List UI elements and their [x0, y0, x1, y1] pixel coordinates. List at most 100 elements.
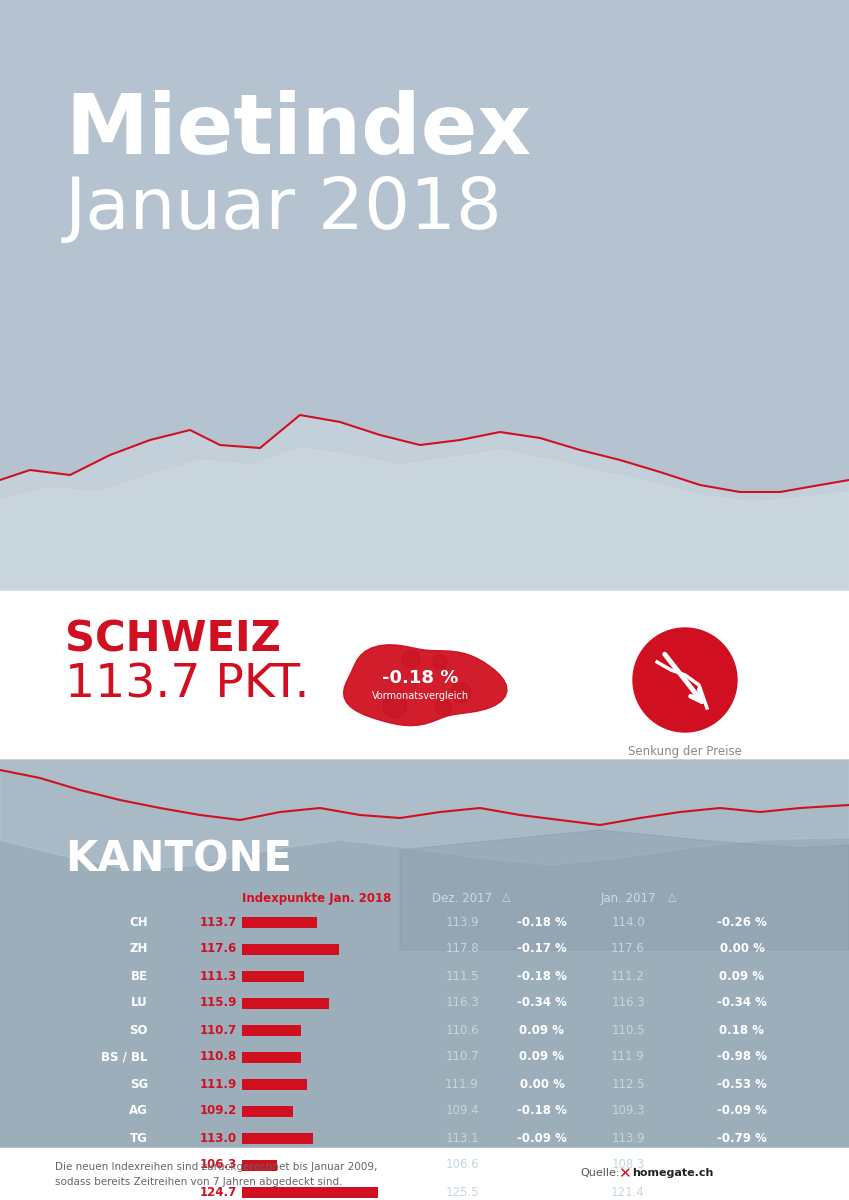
Text: 113.9: 113.9 — [611, 1132, 644, 1145]
Text: Jan. 2017: Jan. 2017 — [600, 892, 655, 905]
Text: 106.6: 106.6 — [445, 1158, 479, 1171]
Polygon shape — [383, 694, 407, 718]
Text: Januar 2018: Januar 2018 — [65, 175, 503, 244]
Text: 108.3: 108.3 — [611, 1158, 644, 1171]
Text: -0.26 %: -0.26 % — [717, 916, 767, 929]
Text: Indexpunkte Jan. 2018: Indexpunkte Jan. 2018 — [242, 892, 391, 905]
Text: CH: CH — [129, 916, 148, 929]
Text: -0.79 %: -0.79 % — [717, 1132, 767, 1145]
Text: SG: SG — [130, 1078, 148, 1091]
Text: -0.18 %: -0.18 % — [517, 1104, 567, 1117]
Text: 114.0: 114.0 — [611, 916, 644, 929]
Bar — [242, 971, 304, 982]
Text: 110.5: 110.5 — [611, 1024, 644, 1037]
Text: 113.7 PKT.: 113.7 PKT. — [65, 662, 310, 707]
Polygon shape — [436, 700, 451, 715]
Text: Die neuen Indexreihen sind zurückgerechnet bis Januar 2009,
sodass bereits Zeitr: Die neuen Indexreihen sind zurückgerechn… — [55, 1162, 377, 1187]
Polygon shape — [0, 760, 849, 826]
Text: 117.6: 117.6 — [611, 942, 645, 955]
Text: -0.18 %: -0.18 % — [517, 970, 567, 983]
Text: Mietindex: Mietindex — [65, 90, 531, 170]
Text: -0.53 %: -0.53 % — [717, 1078, 767, 1091]
Text: -0.98 %: -0.98 % — [717, 1050, 767, 1063]
Text: △: △ — [502, 892, 510, 902]
Text: Dez. 2017: Dez. 2017 — [432, 892, 492, 905]
Text: 109.2: 109.2 — [200, 1104, 237, 1117]
Text: TI: TI — [136, 1158, 148, 1171]
Text: KANTONE: KANTONE — [65, 838, 292, 880]
Polygon shape — [451, 683, 471, 703]
Text: BS / BL: BS / BL — [102, 1050, 148, 1063]
Polygon shape — [0, 415, 849, 590]
Text: 111.2: 111.2 — [611, 970, 645, 983]
Text: GE / VD: GE / VD — [98, 1186, 148, 1199]
Polygon shape — [433, 655, 447, 668]
Text: 117.6: 117.6 — [200, 942, 237, 955]
Bar — [242, 943, 339, 954]
Polygon shape — [402, 650, 420, 668]
Text: 2.72 %: 2.72 % — [720, 1186, 764, 1199]
Text: 110.6: 110.6 — [445, 1024, 479, 1037]
Text: 124.7: 124.7 — [200, 1186, 237, 1199]
Text: 117.8: 117.8 — [445, 942, 479, 955]
Text: 109.3: 109.3 — [611, 1104, 644, 1117]
Text: BE: BE — [131, 970, 148, 983]
Text: 0.00 %: 0.00 % — [520, 1078, 565, 1091]
Text: SO: SO — [130, 1024, 148, 1037]
Text: 111.9: 111.9 — [200, 1078, 237, 1091]
Text: 0.18 %: 0.18 % — [719, 1024, 764, 1037]
Text: 110.7: 110.7 — [445, 1050, 479, 1063]
Text: 112.5: 112.5 — [611, 1078, 644, 1091]
Text: Senkung der Preise: Senkung der Preise — [628, 745, 742, 758]
Bar — [242, 1051, 301, 1062]
Bar — [242, 1025, 301, 1036]
Text: ZH: ZH — [130, 942, 148, 955]
Text: 0.09 %: 0.09 % — [520, 1024, 565, 1037]
Text: LU: LU — [132, 996, 148, 1009]
Text: TG: TG — [130, 1132, 148, 1145]
Text: 116.3: 116.3 — [611, 996, 644, 1009]
Text: 113.1: 113.1 — [445, 1132, 479, 1145]
Text: 109.4: 109.4 — [445, 1104, 479, 1117]
Polygon shape — [344, 644, 507, 726]
Text: 125.5: 125.5 — [445, 1186, 479, 1199]
Circle shape — [633, 628, 737, 732]
Text: 110.7: 110.7 — [200, 1024, 237, 1037]
Text: △: △ — [668, 892, 677, 902]
Text: -0.18 %: -0.18 % — [382, 670, 458, 686]
Text: 111.3: 111.3 — [200, 970, 237, 983]
Bar — [242, 1159, 277, 1170]
Text: 0.09 %: 0.09 % — [520, 1050, 565, 1063]
Text: Quelle:: Quelle: — [580, 1168, 620, 1178]
Text: 116.3: 116.3 — [445, 996, 479, 1009]
Text: 115.9: 115.9 — [200, 996, 237, 1009]
Text: -0.09 %: -0.09 % — [717, 1104, 767, 1117]
Bar — [242, 1133, 313, 1144]
Text: 111.5: 111.5 — [445, 970, 479, 983]
Text: 111.9: 111.9 — [445, 1078, 479, 1091]
Text: -0.09 %: -0.09 % — [517, 1132, 567, 1145]
Polygon shape — [0, 760, 849, 870]
Bar — [242, 1187, 378, 1198]
Text: SCHWEIZ: SCHWEIZ — [65, 618, 281, 660]
Text: 0.09 %: 0.09 % — [719, 970, 764, 983]
Text: -0.64 %: -0.64 % — [517, 1186, 567, 1199]
Text: AG: AG — [129, 1104, 148, 1117]
Text: -0.17 %: -0.17 % — [517, 942, 567, 955]
Text: ✕: ✕ — [618, 1166, 631, 1181]
Text: 113.9: 113.9 — [445, 916, 479, 929]
Text: -0.34 %: -0.34 % — [517, 996, 567, 1009]
Text: 111.9: 111.9 — [611, 1050, 645, 1063]
Text: 113.7: 113.7 — [200, 916, 237, 929]
Text: 121.4: 121.4 — [611, 1186, 645, 1199]
Text: 113.0: 113.0 — [200, 1132, 237, 1145]
Bar — [242, 917, 318, 928]
Text: 0.00 %: 0.00 % — [720, 942, 764, 955]
Text: -0.18 %: -0.18 % — [517, 916, 567, 929]
Polygon shape — [0, 448, 849, 590]
Text: -1.85 %: -1.85 % — [717, 1158, 767, 1171]
Text: 110.8: 110.8 — [200, 1050, 237, 1063]
Text: homegate.ch: homegate.ch — [632, 1168, 713, 1178]
Bar — [242, 1079, 307, 1090]
Text: 106.3: 106.3 — [200, 1158, 237, 1171]
